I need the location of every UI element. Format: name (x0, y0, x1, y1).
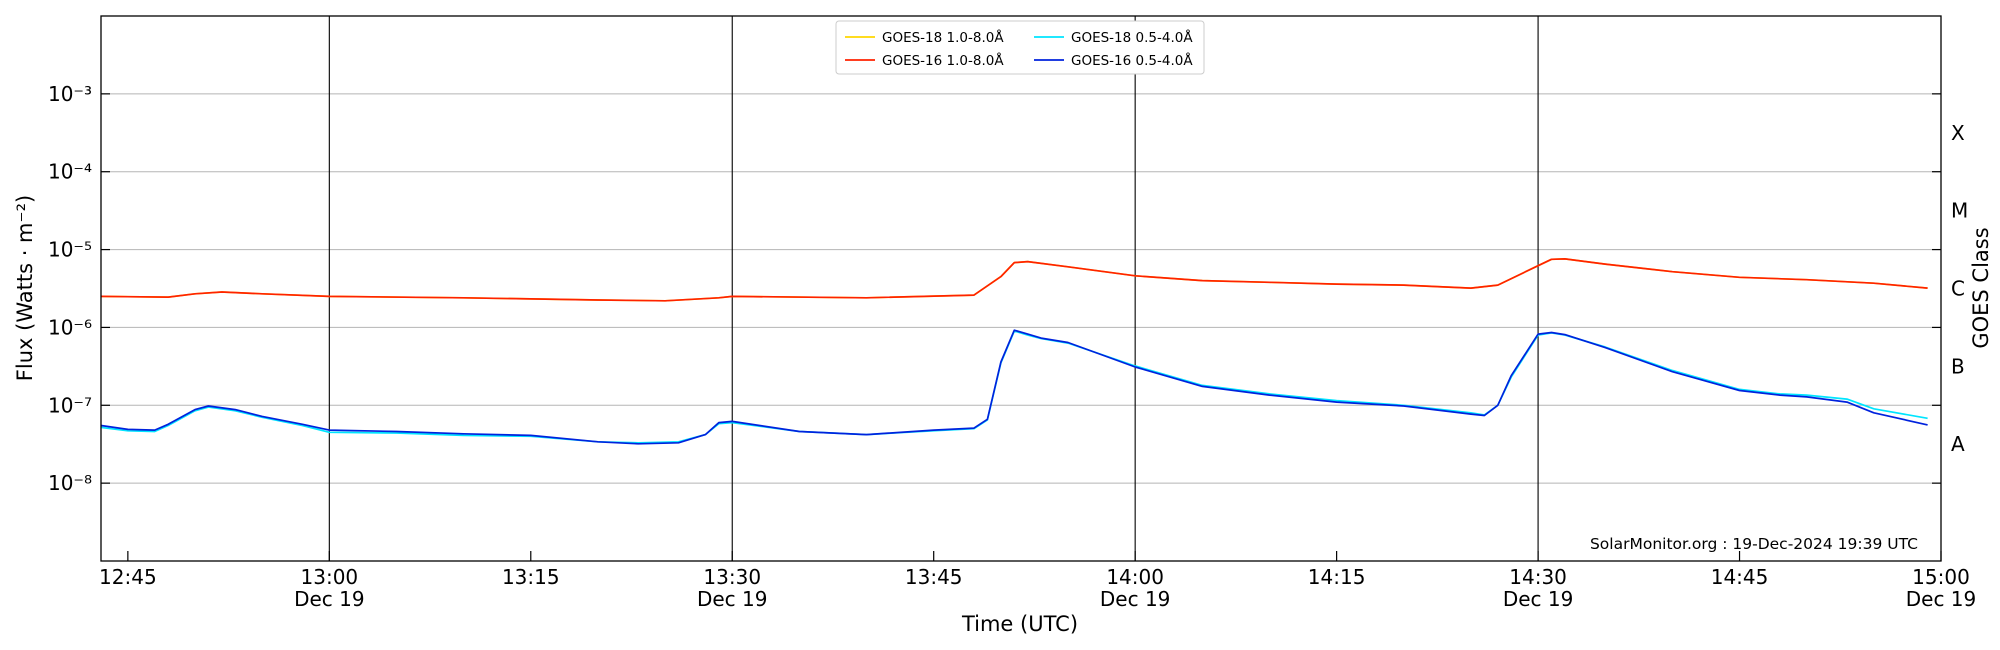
x-tick-date-label: Dec 19 (1100, 587, 1171, 611)
y-axis-title: Flux (Watts · m⁻²) (13, 195, 37, 381)
x-axis-title: Time (UTC) (961, 612, 1078, 636)
x-tick-label: 13:00 (301, 565, 359, 589)
goes-class-label: X (1951, 121, 1965, 145)
series-line (100, 258, 1928, 302)
x-tick-date-label: Dec 19 (294, 587, 365, 611)
y-tick-label: 10⁻⁵ (48, 238, 92, 262)
grid-lines (101, 93, 1941, 484)
goes-class-label: A (1951, 432, 1965, 456)
plot-frame (100, 15, 1942, 562)
x-tick-date-label: Dec 19 (1906, 587, 1977, 611)
y-tick-label: 10⁻⁸ (48, 471, 92, 495)
legend-frame (835, 20, 1205, 75)
goes-class-label: M (1951, 199, 1968, 223)
y2-axis-title: GOES Class (1969, 227, 1993, 348)
x-tick-label: 15:00 (1912, 565, 1970, 589)
x-tick-label: 12:45 (99, 565, 157, 589)
legend-label: GOES-18 1.0-8.0Å (882, 29, 1004, 46)
goes-class-label: B (1951, 354, 1965, 378)
legend-label: GOES-16 0.5-4.0Å (1071, 52, 1193, 69)
y-axis-ticks: 10⁻⁸ 10⁻⁷ 10⁻⁶ 10⁻⁵ 10⁻⁴ 10⁻³ (48, 82, 1941, 495)
series-lines (100, 258, 1928, 445)
x-tick-date-label: Dec 19 (697, 587, 768, 611)
x-tick-label: 14:15 (1308, 565, 1366, 589)
x-tick-label: 14:45 (1711, 565, 1769, 589)
y-tick-label: 10⁻⁴ (48, 160, 92, 184)
series-line (100, 258, 1928, 302)
goes-class-label: C (1951, 277, 1965, 301)
x-tick-label: 13:45 (905, 565, 963, 589)
credit-annotation: SolarMonitor.org : 19-Dec-2024 19:39 UTC (1590, 535, 1918, 553)
y-tick-label: 10⁻⁶ (48, 315, 92, 339)
legend-label: GOES-16 1.0-8.0Å (882, 52, 1004, 69)
day-marker-lines (328, 16, 1539, 561)
x-tick-label: 14:00 (1106, 565, 1164, 589)
x-tick-date-label: Dec 19 (1503, 587, 1574, 611)
x-tick-label: 14:30 (1509, 565, 1567, 589)
series-line (100, 330, 1928, 444)
x-tick-label: 13:15 (502, 565, 560, 589)
chart-legend: GOES-18 1.0-8.0Å GOES-18 0.5-4.0Å GOES-16 … (835, 20, 1205, 75)
goes-class-labels: A B C M X (1951, 121, 1968, 456)
series-line (100, 329, 1928, 445)
legend-label: GOES-18 0.5-4.0Å (1071, 29, 1193, 46)
y-tick-label: 10⁻³ (48, 82, 92, 106)
x-tick-label: 13:30 (703, 565, 761, 589)
y-tick-label: 10⁻⁷ (48, 393, 92, 417)
